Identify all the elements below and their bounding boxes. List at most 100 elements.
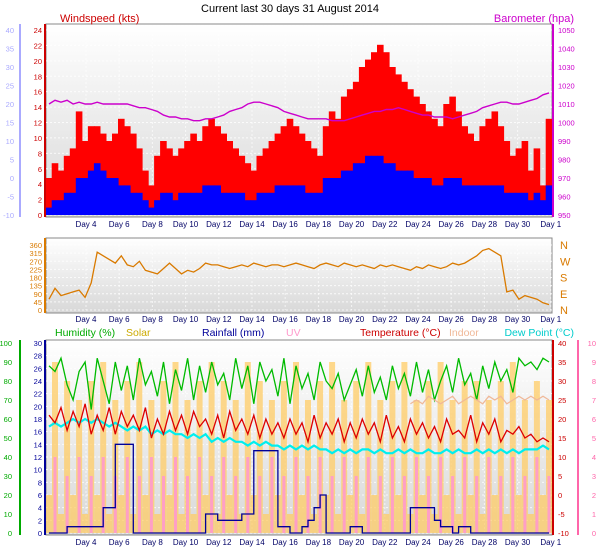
wind-outer-tick-10: -10 (3, 211, 14, 220)
weather-uv-tick-5: 5 (592, 434, 596, 443)
uv-bar-47 (330, 476, 334, 533)
direction-panel-marks (48, 247, 550, 306)
wind-gust-bar-16 (142, 170, 149, 215)
dir-x-tick-13: Day 30 (505, 315, 531, 324)
weather-rain-tick-8: 14 (34, 440, 42, 449)
wind-avg-bar-26 (202, 185, 209, 215)
wind-avg-bar-13 (124, 185, 131, 215)
uv-bar-79 (523, 476, 527, 533)
dewpoint-label: Dew Point (°C) (504, 327, 574, 339)
solar-bar-64 (431, 514, 438, 533)
dir-compass-tick-0: N (560, 240, 568, 252)
wind-avg-bar-35 (256, 192, 264, 215)
wind-gust-bar-12 (118, 118, 125, 215)
weather-rain-tick-7: 16 (34, 428, 42, 437)
wind-gust-bar-34 (250, 170, 258, 215)
wind-gust-bar-2 (57, 170, 65, 215)
wind-gust-bar-66 (443, 104, 450, 215)
weather-panel-axes: Day 4 Day 6 Day 8 Day 10 Day 12 Day 14 Day 16 D… (0, 339, 596, 547)
dir-x-tick-7: Day 18 (306, 315, 332, 324)
wind-gust-bar-37 (268, 141, 276, 215)
wind-gust-bar-18 (154, 155, 161, 215)
wind-avg-bar-19 (160, 192, 167, 215)
solar-bar-53 (365, 362, 372, 533)
wind-avg-bar-68 (455, 178, 462, 215)
wind-right-tick-10: 950 (558, 211, 571, 220)
uv-bar-31 (234, 476, 238, 533)
wind-avg-bar-70 (467, 185, 474, 215)
wind-gust-bar-31 (232, 148, 239, 215)
wind-x-tick-13: Day 30 (505, 220, 531, 229)
wind-avg-bar-9 (99, 170, 107, 215)
solar-bar-2 (58, 514, 64, 533)
wind-right-tick-7: 980 (558, 156, 571, 165)
solar-bar-20 (166, 495, 173, 533)
wind-avg-bar-16 (142, 200, 149, 215)
wind-avg-bar-3 (63, 192, 71, 215)
solar-bar-33 (244, 362, 251, 533)
wind-avg-bar-76 (503, 192, 511, 215)
wind-panel-marks (45, 44, 553, 216)
weather-temp-tick-0: 40 (558, 339, 566, 348)
dir-x-tick-9: Day 22 (372, 315, 398, 324)
solar-bar-75 (497, 381, 504, 533)
uv-bar-35 (258, 476, 262, 533)
wind-gust-bar-11 (112, 133, 119, 215)
wind-avg-bar-5 (75, 178, 83, 215)
solar-bar-66 (443, 495, 450, 533)
weather-temp-tick-6: 10 (558, 453, 566, 462)
wind-outer-tick-6: 10 (6, 137, 14, 146)
uv-bar-9 (101, 457, 105, 533)
wind-avg-bar-81 (533, 192, 541, 215)
wind-gust-bar-23 (184, 141, 191, 215)
weather-rain-tick-0: 30 (34, 339, 42, 348)
wind-gust-bar-43 (304, 141, 312, 215)
wind-gust-bar-73 (485, 118, 492, 215)
wind-gust-bar-61 (413, 96, 420, 215)
solar-bar-71 (473, 381, 480, 533)
wind-gust-bar-79 (521, 141, 529, 215)
wind-avg-bar-7 (87, 170, 95, 215)
wind-gust-bar-20 (166, 148, 173, 215)
wind-gust-bar-30 (226, 141, 233, 215)
wind-gust-bar-65 (437, 126, 444, 215)
wind-gust-bar-33 (244, 163, 252, 215)
uv-bar-61 (415, 457, 418, 533)
wind-left-tick-1: 22 (34, 41, 42, 50)
solar-bar-43 (305, 400, 311, 533)
dir-left-tick-8: 0 (38, 306, 42, 315)
solar-bar-82 (540, 495, 546, 533)
dir-compass-tick-4: N (560, 305, 568, 317)
wind-gust-bar-32 (238, 155, 246, 215)
wind-avg-bar-50 (346, 170, 354, 215)
dir-compass-tick-2: S (560, 273, 567, 285)
uv-bar-53 (366, 457, 370, 533)
wind-avg-bar-54 (371, 155, 378, 215)
weather-uv-tick-4: 6 (592, 415, 596, 424)
uv-bar-57 (390, 457, 394, 533)
weather-uv-tick-2: 8 (592, 377, 596, 386)
solar-bar-76 (503, 514, 510, 533)
wind-avg-bar-60 (407, 170, 414, 215)
wind-gust-bar-75 (497, 126, 505, 215)
wind-gust-bar-4 (69, 148, 77, 215)
solar-bar-51 (353, 381, 360, 533)
wind-gust-bar-59 (401, 81, 408, 215)
dir-left-tick-1: 315 (29, 249, 42, 258)
uv-bar-19 (162, 476, 165, 533)
wind-x-tick-4: Day 12 (206, 220, 232, 229)
uv-bar-51 (354, 476, 358, 533)
uv-bar-33 (246, 457, 250, 533)
wind-gust-bar-64 (431, 118, 438, 215)
weather-x-tick-8: Day 20 (339, 538, 365, 547)
solar-bar-10 (106, 514, 113, 533)
solar-bar-6 (82, 514, 89, 533)
uv-bar-63 (427, 476, 430, 533)
weather-x-tick-4: Day 12 (206, 538, 232, 547)
wind-avg-bar-12 (118, 185, 125, 215)
solar-bar-63 (425, 381, 432, 533)
solar-bar-80 (527, 514, 534, 533)
solar-bar-58 (395, 495, 402, 533)
weather-panel-marks (46, 356, 552, 534)
wind-left-tick-10: 4 (38, 180, 42, 189)
